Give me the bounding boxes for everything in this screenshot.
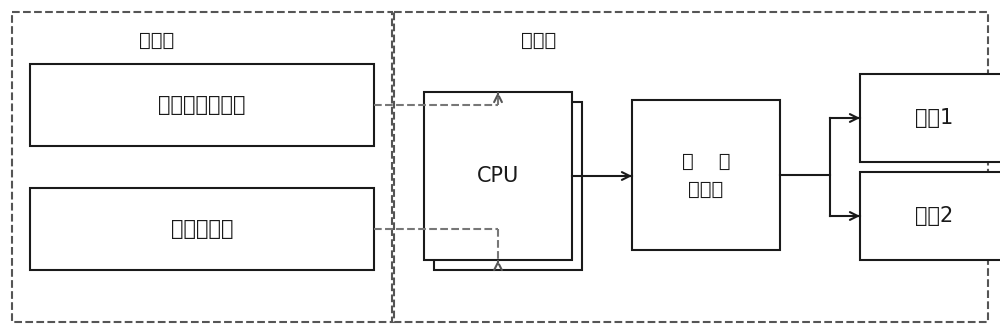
Bar — [394, 12, 988, 322]
Bar — [30, 188, 374, 270]
Text: 电机2: 电机2 — [915, 206, 953, 226]
Text: 脑电波采集模块: 脑电波采集模块 — [158, 95, 246, 115]
Bar — [12, 12, 392, 322]
Text: 轮    椅: 轮 椅 — [682, 152, 730, 170]
Bar — [424, 92, 572, 260]
Text: 电机1: 电机1 — [915, 108, 953, 128]
Bar — [30, 64, 374, 146]
Text: 帽子端: 帽子端 — [139, 30, 174, 49]
Text: 多轴传感器: 多轴传感器 — [171, 219, 233, 239]
Bar — [632, 100, 780, 250]
Bar — [860, 172, 1000, 260]
Text: 控制器: 控制器 — [688, 179, 724, 198]
Text: 轮椅端: 轮椅端 — [521, 30, 557, 49]
Text: CPU: CPU — [477, 166, 519, 186]
Bar — [434, 102, 582, 270]
Bar — [860, 74, 1000, 162]
